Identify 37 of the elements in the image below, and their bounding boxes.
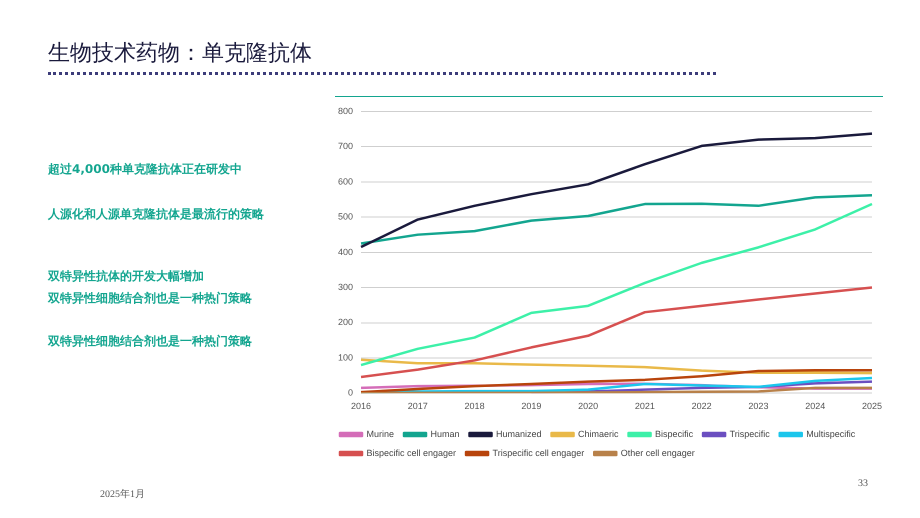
y-tick-label: 800 [338,106,354,116]
x-tick-label: 2019 [521,401,542,412]
text: 生物技术药物：单克隆抗体 [48,40,312,68]
text: 双特异性细胞结合剂也是一种热门策略 [48,333,252,350]
legend-label: Human [430,428,460,439]
text: 超过4,000种单克隆抗体正在研发中 [48,161,242,178]
legend-label: Other cell engager [620,448,695,458]
legend-label: Bispecific cell engager [366,448,456,458]
legend-label: Bispecific [655,428,694,439]
text: 双特异性细胞结合剂也是一种热门策略 [48,290,252,307]
x-tick-label: 2021 [634,401,655,412]
legend-label: Trispecific [730,428,770,439]
y-tick-label: 200 [338,317,354,328]
x-tick-label: 2016 [351,401,372,412]
text: 2025年1月 [100,488,145,501]
x-tick-label: 2025 [862,401,882,412]
legend-label: Murine [366,428,394,439]
legend-label: Trispecific cell engager [492,448,584,458]
x-tick-label: 2020 [578,401,598,412]
y-tick-label: 600 [338,176,354,186]
y-tick-label: 700 [338,141,354,152]
legend-label: Humanized [496,428,542,439]
text: 双特异性抗体的开发大幅增加 [48,268,204,285]
legend-label: Chimaeric [578,428,620,439]
x-tick-label: 2022 [692,401,712,412]
x-tick-label: 2023 [748,401,768,412]
text: 人源化和人源单克隆抗体是最流行的策略 [48,206,264,223]
y-tick-label: 300 [338,282,354,292]
y-tick-label: 0 [348,388,354,398]
legend-label: Multispecific [806,428,856,439]
x-tick-label: 2017 [408,401,428,412]
text: 33 [858,478,868,489]
y-tick-label: 400 [338,246,354,257]
x-tick-label: 2018 [464,401,485,412]
y-tick-label: 100 [338,352,354,362]
y-tick-label: 500 [338,212,354,222]
x-tick-label: 2024 [805,401,826,412]
